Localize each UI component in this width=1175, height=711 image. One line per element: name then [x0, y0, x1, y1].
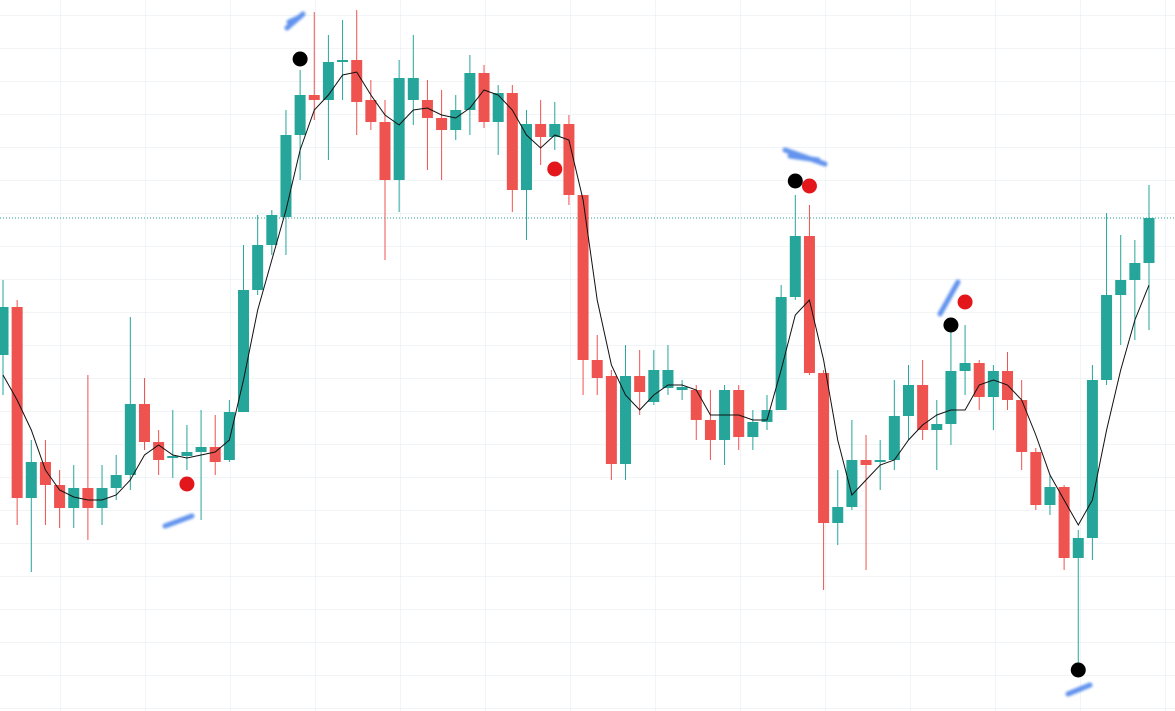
candle-body — [294, 95, 306, 135]
candle-body — [1030, 452, 1042, 505]
moving-average — [2, 71, 1150, 527]
candle-body — [1016, 400, 1028, 452]
candle-body — [421, 100, 433, 118]
candle-body — [351, 60, 363, 102]
candle-body — [563, 124, 575, 195]
candle-body — [280, 135, 292, 217]
candle-body — [1115, 280, 1127, 295]
candle-body — [110, 475, 122, 488]
candle-body — [436, 118, 448, 130]
candle-body — [620, 376, 632, 464]
candle-body — [379, 122, 391, 180]
signal-dot — [179, 476, 195, 492]
candle-body — [931, 424, 943, 430]
candle-body — [917, 385, 929, 430]
candle-body — [1072, 538, 1084, 558]
scribbles — [162, 11, 1093, 697]
candle-body — [96, 488, 108, 508]
candle-body — [195, 447, 207, 452]
candle-body — [747, 422, 759, 437]
candle-body — [266, 215, 278, 245]
candle-body — [478, 73, 490, 122]
candle-body — [704, 420, 716, 440]
candle-body — [832, 507, 844, 523]
candle-body — [407, 78, 419, 100]
candle-body — [492, 93, 504, 122]
candle-body — [549, 124, 561, 137]
candle-body — [181, 452, 193, 456]
candle-body — [733, 390, 745, 437]
candle-body — [82, 488, 94, 508]
candle-body — [167, 456, 179, 458]
candle-body — [1086, 380, 1098, 538]
candle-body — [138, 404, 150, 442]
plot — [0, 10, 1175, 678]
candle-body — [393, 78, 405, 180]
candle-body — [54, 485, 66, 508]
candle-body — [0, 307, 9, 355]
candle-body — [634, 376, 646, 392]
candle-body — [39, 462, 51, 485]
candle-body — [1044, 487, 1056, 505]
candle-body — [775, 297, 787, 410]
candle-body — [209, 447, 221, 462]
candle-body — [464, 73, 476, 110]
candle-body — [238, 290, 250, 412]
candle-body — [676, 387, 688, 390]
signal-dot — [292, 51, 308, 67]
signal-dot — [943, 317, 959, 333]
candle-body — [690, 390, 702, 420]
candle-body — [308, 95, 320, 100]
candle-body — [591, 360, 603, 378]
candle-body — [1143, 218, 1155, 263]
candle-body — [605, 376, 617, 464]
candle-body — [252, 245, 264, 290]
candle-body — [11, 307, 23, 498]
candle-body — [520, 124, 532, 190]
signal-dot — [547, 161, 563, 177]
candle-body — [789, 236, 801, 297]
candle-body — [1129, 263, 1141, 280]
signal-dot — [1070, 662, 1086, 678]
signal-dot — [787, 173, 803, 189]
candle-body — [68, 488, 80, 508]
candle-body — [450, 110, 462, 130]
scribble — [1065, 682, 1093, 697]
candle-body — [1101, 295, 1113, 380]
candle-body — [223, 412, 235, 460]
candle-body — [987, 371, 999, 397]
candle-body — [662, 370, 674, 388]
scribble — [162, 513, 195, 529]
signal-dot — [957, 294, 973, 310]
candle-body — [902, 385, 914, 416]
candle-body — [860, 460, 872, 465]
candle-body — [1058, 487, 1070, 558]
candle-body — [25, 462, 37, 498]
candle-body — [761, 410, 773, 422]
signal-dot — [801, 178, 817, 194]
candle-body — [506, 93, 518, 190]
candle-body — [648, 370, 660, 402]
candle-body — [818, 373, 830, 523]
candle-body — [846, 460, 858, 507]
candle-body — [803, 236, 815, 373]
candle-body — [322, 62, 334, 100]
candle-body — [153, 442, 165, 460]
candle-body — [959, 363, 971, 371]
scribble — [937, 279, 961, 317]
candle-body — [577, 195, 589, 360]
candle-body — [945, 371, 957, 424]
candle-body — [888, 416, 900, 460]
candle-body — [973, 363, 985, 397]
scribble — [284, 11, 306, 31]
candle-body — [337, 60, 349, 62]
candle-body — [365, 100, 377, 122]
scribble — [782, 147, 828, 167]
candle-body — [124, 404, 136, 475]
candle-body — [874, 460, 886, 462]
candle-body — [535, 124, 547, 137]
